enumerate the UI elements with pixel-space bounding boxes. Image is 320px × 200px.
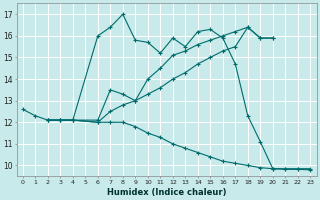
X-axis label: Humidex (Indice chaleur): Humidex (Indice chaleur) xyxy=(107,188,226,197)
